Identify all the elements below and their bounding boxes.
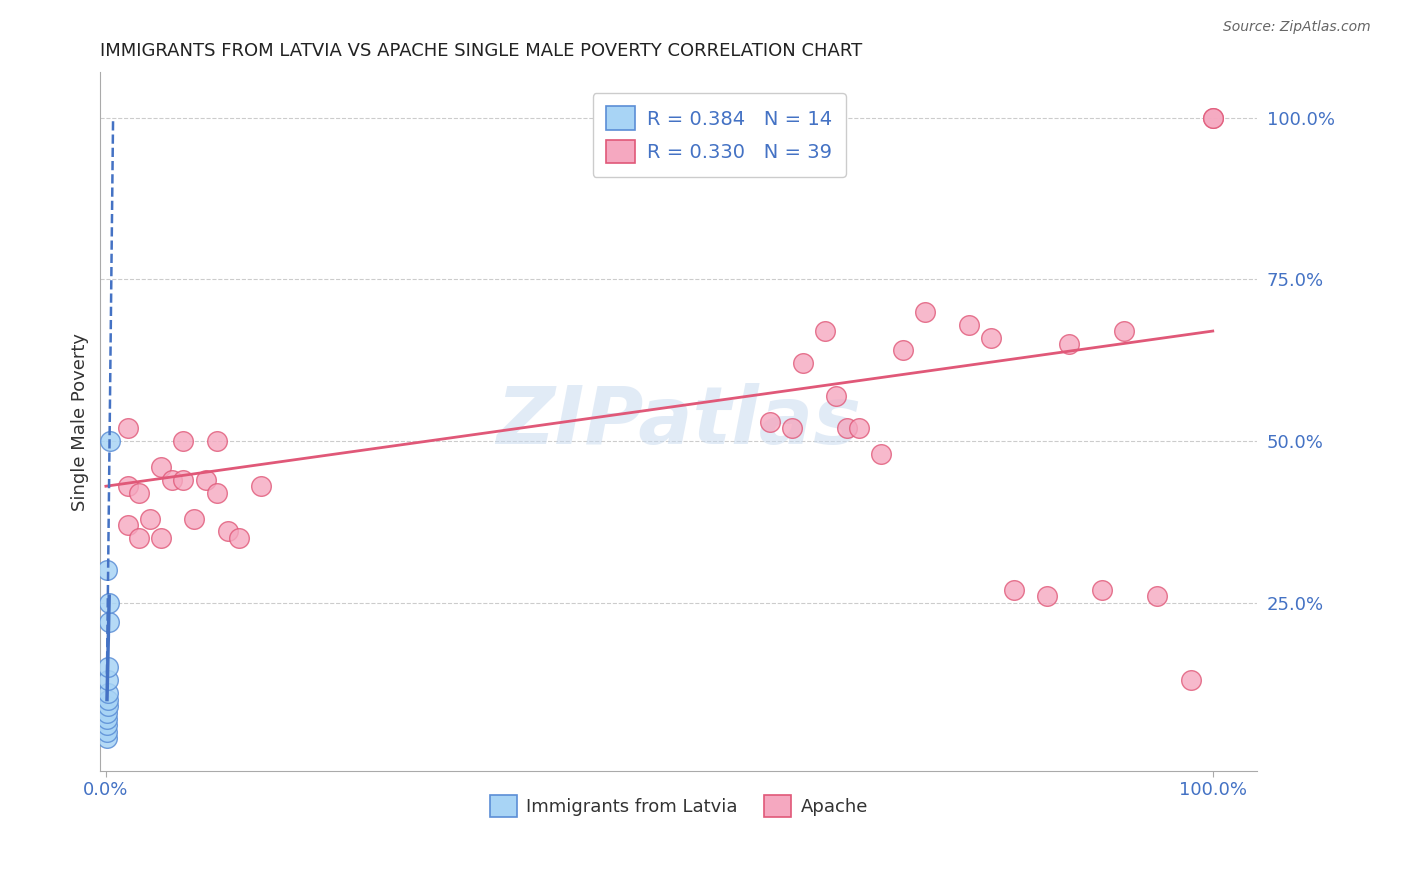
Point — [217, 524, 239, 539]
Text: IMMIGRANTS FROM LATVIA VS APACHE SINGLE MALE POVERTY CORRELATION CHART: IMMIGRANTS FROM LATVIA VS APACHE SINGLE … — [100, 42, 863, 60]
Point — [1035, 589, 1057, 603]
Point — [128, 485, 150, 500]
Point — [228, 531, 250, 545]
Point — [117, 518, 139, 533]
Point — [837, 421, 859, 435]
Point — [96, 563, 118, 577]
Point — [1180, 673, 1202, 688]
Y-axis label: Single Male Poverty: Single Male Poverty — [72, 333, 89, 510]
Point — [957, 318, 980, 332]
Point — [172, 434, 194, 448]
Point — [980, 330, 1002, 344]
Point — [759, 415, 782, 429]
Point — [97, 699, 120, 714]
Point — [869, 447, 891, 461]
Point — [250, 479, 273, 493]
Point — [1202, 111, 1225, 125]
Point — [848, 421, 870, 435]
Point — [117, 479, 139, 493]
Point — [205, 434, 228, 448]
Point — [150, 531, 173, 545]
Point — [96, 725, 118, 739]
Point — [825, 389, 848, 403]
Point — [117, 421, 139, 435]
Point — [97, 686, 120, 700]
Point — [98, 596, 121, 610]
Point — [128, 531, 150, 545]
Point — [780, 421, 803, 435]
Point — [150, 459, 173, 474]
Point — [96, 718, 118, 732]
Legend: Immigrants from Latvia, Apache: Immigrants from Latvia, Apache — [482, 788, 875, 824]
Point — [96, 731, 118, 746]
Point — [205, 485, 228, 500]
Point — [96, 706, 118, 720]
Point — [97, 692, 120, 706]
Point — [139, 511, 162, 525]
Point — [98, 434, 121, 448]
Point — [1002, 582, 1025, 597]
Point — [1146, 589, 1168, 603]
Point — [162, 473, 184, 487]
Point — [98, 615, 121, 629]
Point — [891, 343, 914, 358]
Point — [792, 356, 814, 370]
Text: Source: ZipAtlas.com: Source: ZipAtlas.com — [1223, 20, 1371, 34]
Point — [97, 660, 120, 674]
Point — [1202, 111, 1225, 125]
Point — [96, 712, 118, 726]
Point — [183, 511, 205, 525]
Point — [814, 324, 837, 338]
Point — [1114, 324, 1136, 338]
Point — [1091, 582, 1114, 597]
Point — [97, 673, 120, 688]
Point — [914, 304, 936, 318]
Point — [172, 473, 194, 487]
Point — [1057, 337, 1080, 351]
Point — [194, 473, 217, 487]
Text: ZIPatlas: ZIPatlas — [496, 383, 862, 460]
